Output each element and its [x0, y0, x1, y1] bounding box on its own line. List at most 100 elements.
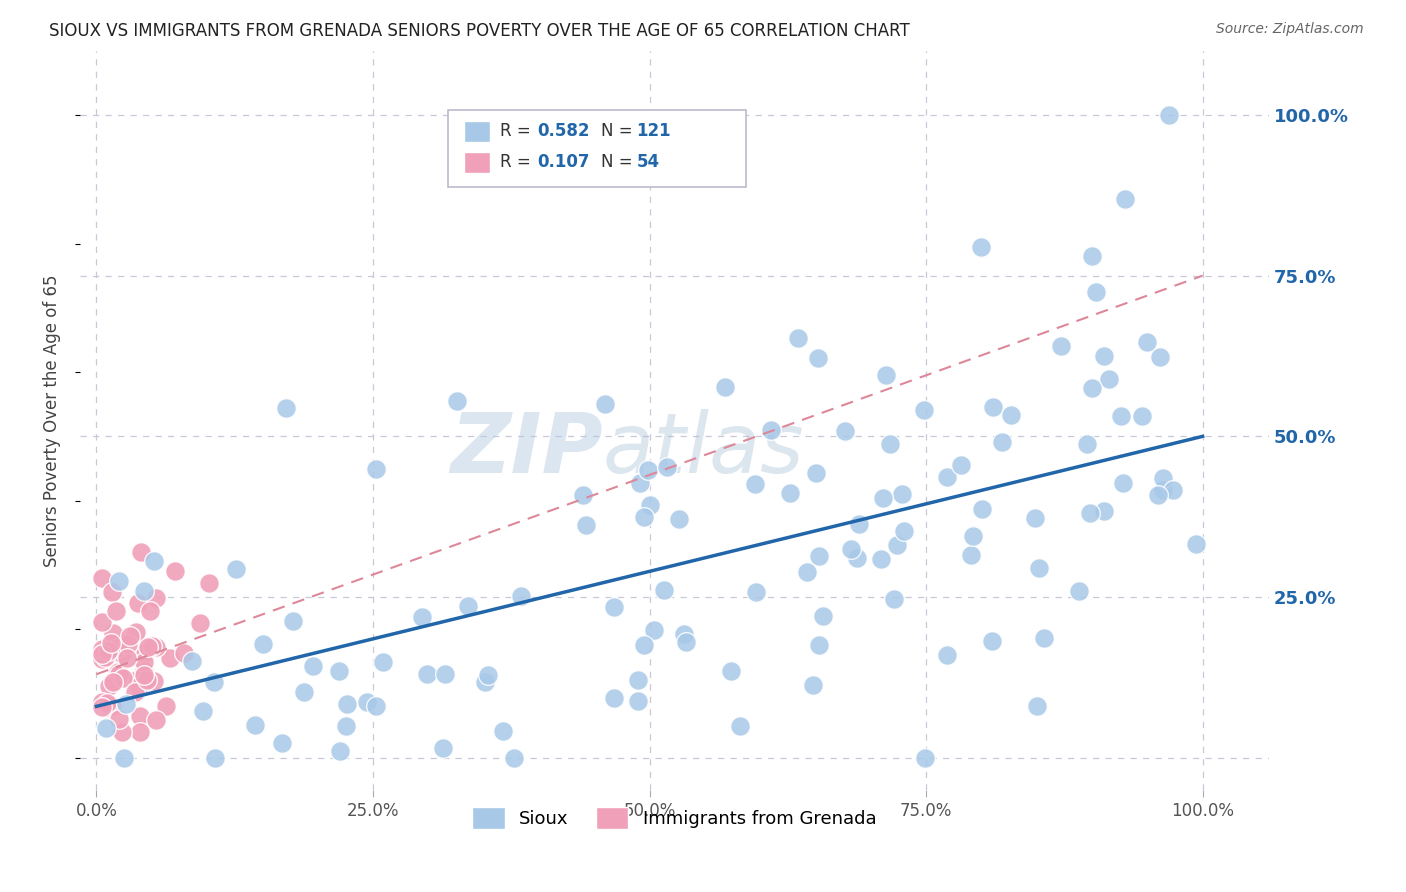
Point	[1098, 372, 1121, 386]
Point	[141, 639, 163, 653]
Point	[139, 603, 162, 617]
Point	[870, 551, 893, 566]
Point	[111, 671, 134, 685]
Point	[1130, 409, 1153, 423]
Point	[1050, 339, 1073, 353]
Point	[886, 538, 908, 552]
Point	[111, 725, 134, 739]
Point	[510, 590, 533, 604]
Point	[673, 626, 696, 640]
Point	[912, 402, 935, 417]
Point	[633, 510, 655, 524]
Point	[434, 667, 457, 681]
Point	[136, 673, 159, 687]
Point	[872, 491, 894, 505]
Point	[132, 584, 155, 599]
Point	[714, 380, 737, 394]
Point	[108, 712, 131, 726]
Point	[100, 585, 122, 599]
Point	[134, 665, 156, 679]
Point	[1092, 349, 1115, 363]
Point	[128, 679, 150, 693]
FancyBboxPatch shape	[464, 121, 491, 142]
Point	[356, 694, 378, 708]
Point	[112, 751, 135, 765]
Point	[811, 608, 834, 623]
Point	[136, 640, 159, 654]
Point	[655, 459, 678, 474]
Text: 54: 54	[637, 153, 659, 171]
Point	[155, 699, 177, 714]
Point	[302, 659, 325, 673]
Point	[143, 674, 166, 689]
Point	[1149, 350, 1171, 364]
Point	[807, 351, 830, 366]
Point	[129, 545, 152, 559]
Point	[457, 599, 479, 613]
Point	[637, 463, 659, 477]
Point	[593, 396, 616, 410]
Point	[252, 637, 274, 651]
Point	[103, 625, 125, 640]
Point	[188, 616, 211, 631]
Point	[243, 718, 266, 732]
Point	[96, 696, 118, 710]
Point	[801, 678, 824, 692]
Point	[720, 664, 742, 678]
Point	[502, 751, 524, 765]
Point	[628, 476, 651, 491]
Point	[1028, 561, 1050, 575]
Point	[883, 592, 905, 607]
Point	[970, 240, 993, 254]
Point	[142, 554, 165, 568]
Point	[1136, 335, 1159, 350]
Point	[1159, 108, 1181, 122]
Point	[204, 751, 226, 765]
Point	[364, 699, 387, 714]
Point	[914, 751, 936, 765]
Point	[960, 548, 983, 562]
Point	[125, 624, 148, 639]
Point	[1033, 631, 1056, 645]
Point	[411, 610, 433, 624]
Point	[91, 652, 114, 666]
Point	[104, 604, 127, 618]
Point	[329, 744, 352, 758]
Point	[1081, 381, 1104, 395]
Point	[1152, 483, 1174, 497]
Point	[97, 679, 120, 693]
Point	[603, 599, 626, 614]
Point	[91, 647, 114, 661]
Point	[145, 591, 167, 605]
Point	[848, 516, 870, 531]
Y-axis label: Seniors Poverty Over the Age of 65: Seniors Poverty Over the Age of 65	[44, 274, 60, 566]
Point	[1153, 471, 1175, 485]
Point	[1000, 408, 1022, 422]
Point	[97, 699, 120, 714]
Point	[1114, 192, 1136, 206]
Point	[118, 629, 141, 643]
Point	[115, 697, 138, 711]
Point	[165, 564, 187, 578]
Point	[117, 637, 139, 651]
Point	[336, 698, 359, 712]
Point	[101, 698, 124, 713]
Text: atlas: atlas	[603, 409, 804, 491]
Point	[1025, 699, 1047, 714]
Point	[432, 740, 454, 755]
Point	[129, 709, 152, 723]
Point	[1147, 488, 1170, 502]
Point	[91, 695, 114, 709]
Point	[834, 424, 856, 438]
Point	[981, 400, 1004, 414]
Point	[602, 690, 624, 705]
Point	[745, 585, 768, 599]
Point	[1112, 475, 1135, 490]
Point	[416, 667, 439, 681]
Point	[274, 401, 297, 416]
Point	[145, 640, 167, 655]
Point	[202, 674, 225, 689]
Point	[100, 636, 122, 650]
Point	[796, 565, 818, 579]
Point	[292, 684, 315, 698]
